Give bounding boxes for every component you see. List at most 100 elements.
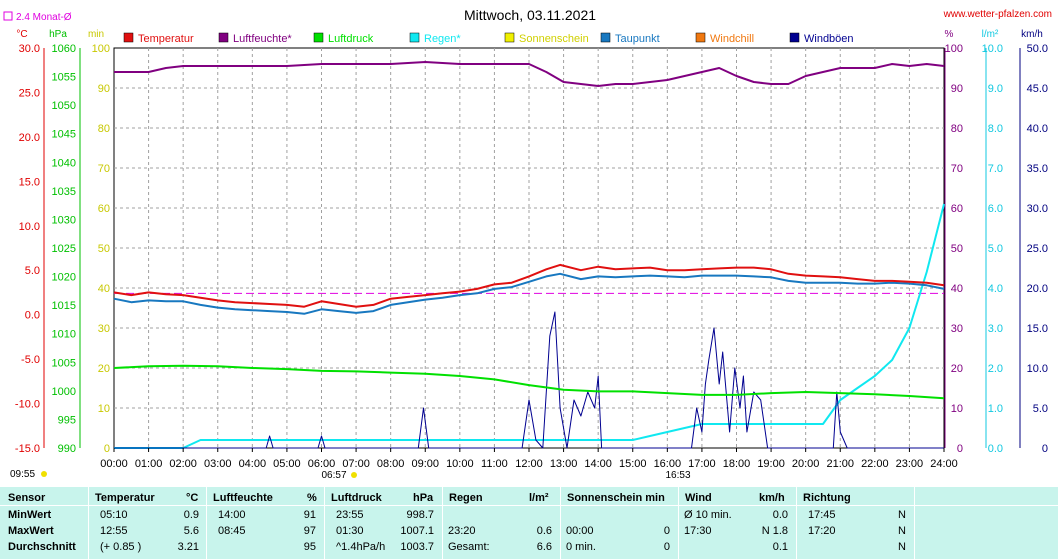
rain-tick: 10.0 [982, 43, 1003, 55]
table-cell-wind-val: 0.0 [772, 509, 788, 521]
pressure-tick: 1010 [52, 329, 76, 341]
col-divider [88, 487, 89, 559]
wind-tick: 30.0 [1027, 203, 1048, 215]
col-divider [206, 487, 207, 559]
sunrise-left-label: 09:55 [10, 469, 35, 480]
temperature-tick: 25.0 [19, 87, 40, 99]
stats-table: Sensor Temperatur °C Luftfeuchte % Luftd… [0, 487, 1058, 559]
temperature-tick: 15.0 [19, 176, 40, 188]
temperature-tick: 20.0 [19, 132, 40, 144]
rain-tick: 0.0 [988, 443, 1003, 455]
temperature-tick: 0.0 [25, 310, 40, 322]
x-tick-label: 20:00 [792, 458, 820, 470]
x-axis: 00:00 01:00 02:00 03:00 04:00 05:00 06:00 07:00… [100, 448, 958, 470]
series-line-temperatur [113, 263, 945, 308]
table-cell-press-val: 1007.1 [400, 525, 434, 537]
table-cell-press-val: 998.7 [406, 509, 434, 521]
sun-icon [41, 471, 47, 477]
x-tick-label: 01:00 [135, 458, 163, 470]
rain-tick: 6.0 [988, 203, 1003, 215]
legend-label: Windchill [710, 33, 754, 45]
temperature-tick: -5.0 [21, 354, 40, 366]
table-cell-temp-val: 5.6 [183, 525, 199, 537]
wind-tick: 10.0 [1027, 363, 1048, 375]
legend-swatch [600, 32, 611, 43]
minutes-tick: 50 [98, 243, 110, 255]
avg-label-marker [3, 11, 13, 21]
legend-label: Luftfeuchte* [233, 33, 292, 45]
series-line-taupunkt [113, 272, 945, 315]
header-wind-unit: km/h [759, 492, 785, 504]
x-tick-label: 04:00 [239, 458, 267, 470]
humidity-tick: 50 [951, 243, 963, 255]
table-cell-rain-val: 0.6 [536, 525, 552, 537]
table-cell-dir-time: 17:45 [808, 509, 836, 521]
humidity-tick: 90 [951, 83, 963, 95]
minutes-tick: 20 [98, 363, 110, 375]
header-temperature: Temperatur [95, 492, 155, 504]
col-divider [324, 487, 325, 559]
legend-swatch [313, 32, 324, 43]
sunrise-sun-icon [351, 472, 357, 478]
humidity-tick: 30 [951, 323, 963, 335]
row-label: MinWert [8, 509, 52, 521]
rain-tick: 5.0 [988, 243, 1003, 255]
rain-tick: 9.0 [988, 83, 1003, 95]
row-label: MaxWert [8, 525, 54, 537]
minutes-tick: 40 [98, 283, 110, 295]
wind-tick: 5.0 [1033, 403, 1048, 415]
table-cell-temp-val: 0.9 [183, 509, 199, 521]
unit-rain: l/m² [982, 29, 999, 40]
table-cell-temp-time: 05:10 [100, 509, 128, 521]
table-cell-wind-time: Ø 10 min. [684, 509, 732, 521]
legend-swatch [123, 32, 134, 43]
legend-label: Taupunkt [615, 33, 660, 45]
x-tick-label: 03:00 [204, 458, 232, 470]
legend: Temperatur Luftfeuchte* Luftdruck Regen* Son… [123, 32, 854, 45]
header-rain: Regen [449, 492, 483, 504]
unit-wind: km/h [1021, 29, 1043, 40]
minutes-tick: 70 [98, 163, 110, 175]
table-cell-rain-val: 6.6 [536, 541, 552, 553]
legend-swatch [409, 32, 420, 43]
x-tick-label: 18:00 [723, 458, 751, 470]
header-wind: Wind [685, 492, 712, 504]
grid [113, 47, 945, 449]
axes: 30.0 25.0 20.0 15.0 10.0 5.0 0.0 -5.0 -10.0 -15.0… [15, 43, 1048, 455]
minutes-tick: 0 [104, 443, 110, 455]
rain-tick: 3.0 [988, 323, 1003, 335]
table-cell-press-time: 23:55 [336, 509, 364, 521]
pressure-tick: 1030 [52, 214, 76, 226]
minutes-tick: 10 [98, 403, 110, 415]
temperature-tick: -15.0 [15, 443, 40, 455]
sun-markers: 09:55 06:57 16:53 [10, 469, 691, 481]
humidity-tick: 60 [951, 203, 963, 215]
header-humidity-unit: % [307, 492, 317, 504]
pressure-tick: 1000 [52, 386, 76, 398]
table-cell-dir-val: N [898, 541, 906, 553]
x-tick-label: 14:00 [584, 458, 612, 470]
table-cell-press-time: ^1.4hPa/h [336, 541, 386, 553]
x-tick-label: 12:00 [515, 458, 543, 470]
x-tick-label: 00:00 [100, 458, 128, 470]
x-tick-label: 06:00 [308, 458, 336, 470]
rain-tick: 7.0 [988, 163, 1003, 175]
header-humidity: Luftfeuchte [213, 492, 273, 504]
rain-tick: 2.0 [988, 363, 1003, 375]
wind-tick: 40.0 [1027, 123, 1048, 135]
pressure-tick: 1025 [52, 243, 76, 255]
header-direction: Richtung [803, 492, 851, 504]
legend-swatch [504, 32, 515, 43]
series-line-windben [114, 311, 944, 449]
wind-tick: 25.0 [1027, 243, 1048, 255]
table-cell-rain-time: Gesamt: [448, 541, 490, 553]
legend-swatch [218, 32, 229, 43]
table-cell-temp-time: 12:55 [100, 525, 128, 537]
source-link[interactable]: www.wetter-pfalzen.com [943, 9, 1052, 20]
avg-label: 2.4 Monat-Ø [16, 12, 72, 23]
humidity-tick: 0 [957, 443, 963, 455]
pressure-tick: 1015 [52, 300, 76, 312]
table-cell-press-val: 1003.7 [400, 541, 434, 553]
x-tick-label: 16:00 [654, 458, 682, 470]
x-tick-label: 15:00 [619, 458, 647, 470]
